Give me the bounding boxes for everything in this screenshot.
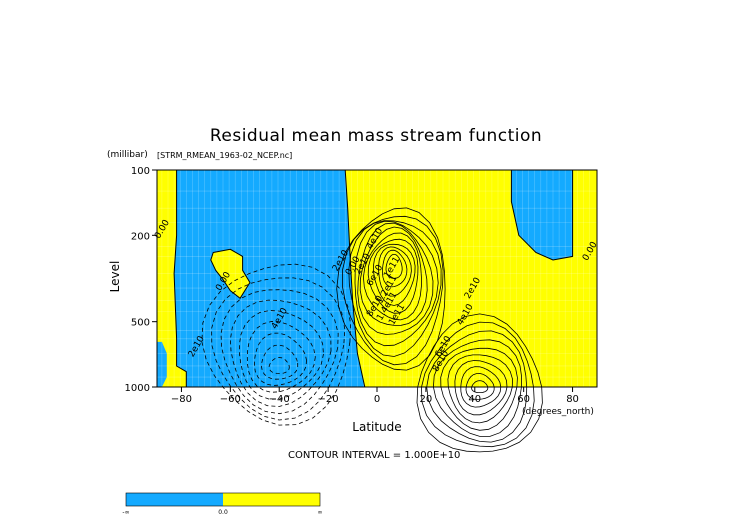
y-units-label: (millibar) bbox=[107, 150, 148, 160]
colorbar-frame bbox=[125, 492, 321, 507]
contour-positive-cell bbox=[348, 220, 442, 357]
x-tick-label: −40 bbox=[269, 394, 290, 405]
contour-negative-cell bbox=[211, 277, 346, 421]
contour-positive-cell bbox=[381, 249, 408, 288]
contour-negative-cell bbox=[229, 299, 332, 407]
x-tick-label: 60 bbox=[517, 394, 530, 405]
chart-title: Residual mean mass stream function bbox=[209, 126, 543, 146]
colorbar-label: -∞ bbox=[122, 509, 129, 516]
x-tick-label: 80 bbox=[566, 394, 579, 405]
contour-negative-cell bbox=[268, 357, 290, 374]
x-tick-label: −60 bbox=[220, 394, 241, 405]
positive-island bbox=[210, 249, 250, 299]
grid-lines bbox=[157, 170, 597, 387]
chart-subtitle: [STRM_RMEAN_1963-02_NCEP.nc] bbox=[157, 151, 293, 160]
contour-positive-cell bbox=[362, 232, 422, 321]
colorbar-negative bbox=[126, 493, 223, 506]
x-tick-label: 0 bbox=[374, 394, 380, 405]
x-tick-label: 40 bbox=[468, 394, 481, 405]
x-axis-ticks: −80 −60 −40 −20 0 20 40 60 80 bbox=[171, 387, 579, 405]
contour-positive-cell bbox=[336, 207, 446, 371]
contour-negative-cell bbox=[238, 310, 324, 400]
contour-interval-note: CONTOUR INTERVAL = 1.000E+10 bbox=[288, 450, 461, 461]
contour-positive-cell bbox=[359, 226, 428, 326]
x-tick-label: −20 bbox=[318, 394, 339, 405]
contour-negative-cell bbox=[201, 263, 352, 426]
contour-positive-cell bbox=[378, 246, 412, 297]
contour-lines bbox=[173, 169, 574, 453]
contour-negative-cell bbox=[246, 321, 316, 393]
contour-positive-cell bbox=[385, 253, 403, 279]
x-units-label: (degrees_north) bbox=[522, 407, 594, 417]
contour-positive-cell bbox=[354, 220, 439, 347]
colorbar-label: ∞ bbox=[318, 509, 323, 516]
y-axis-label: Level bbox=[108, 261, 122, 293]
y-tick-label: 100 bbox=[131, 166, 150, 177]
contour-positive-cell bbox=[357, 222, 434, 335]
y-tick-label: 200 bbox=[131, 231, 150, 242]
zero-contour-east bbox=[510, 170, 574, 261]
colorbar-label: 0.0 bbox=[218, 509, 228, 516]
contour-positive-cell bbox=[372, 243, 416, 306]
zero-contour-center bbox=[344, 169, 366, 388]
colorbar-positive bbox=[223, 493, 320, 506]
contour-positive-cell bbox=[367, 238, 419, 314]
contour-negative-cell bbox=[261, 344, 299, 380]
x-tick-label: −80 bbox=[171, 394, 192, 405]
contour-positive-cell bbox=[342, 215, 444, 366]
negative-region-main bbox=[174, 170, 365, 387]
y-tick-label: 500 bbox=[131, 318, 150, 329]
x-tick-label: 20 bbox=[420, 394, 433, 405]
x-axis-label: Latitude bbox=[352, 420, 401, 434]
y-axis-ticks: 100 200 500 1000 bbox=[125, 166, 157, 394]
negative-region-sw bbox=[157, 341, 167, 387]
negative-region-ne bbox=[511, 170, 573, 260]
y-tick-label: 1000 bbox=[125, 383, 150, 394]
zero-contour-island bbox=[210, 248, 251, 300]
zero-contour-west bbox=[173, 170, 187, 387]
